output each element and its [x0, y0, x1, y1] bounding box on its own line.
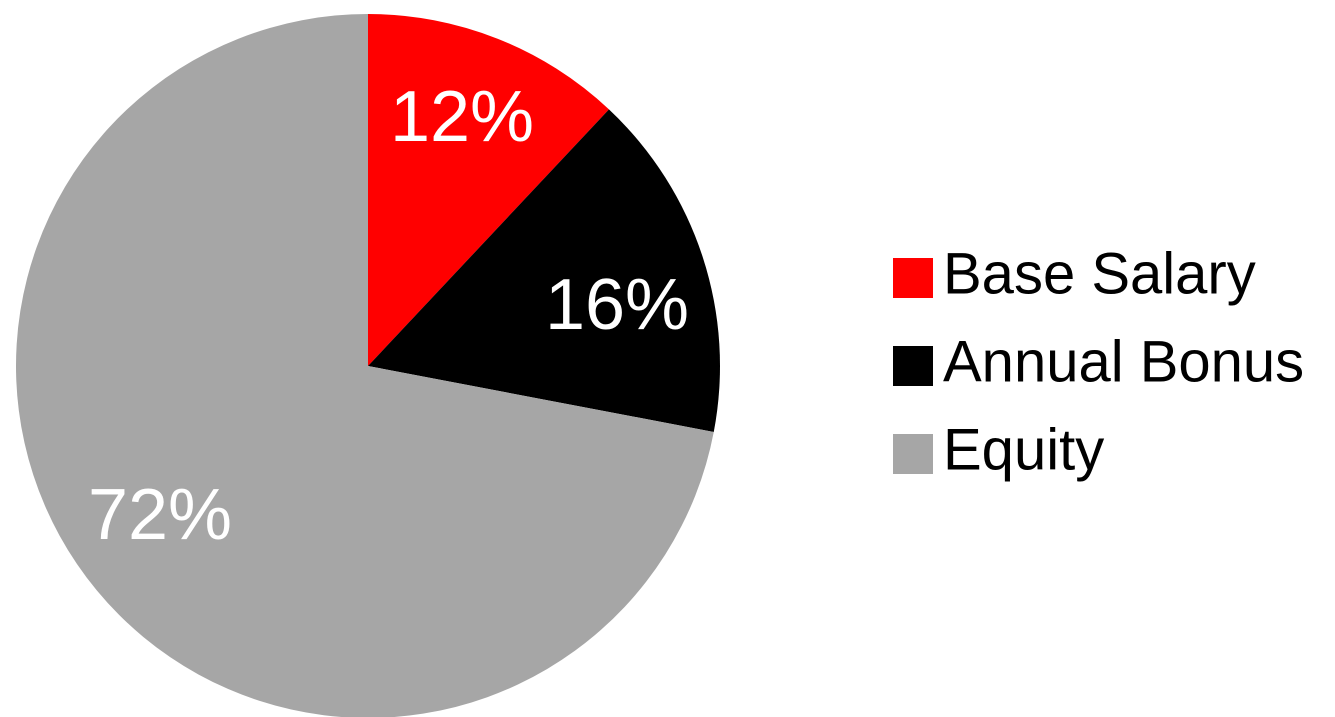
legend-swatch-base-salary — [893, 258, 933, 298]
legend-swatch-equity — [893, 434, 933, 474]
legend-label-equity: Equity — [943, 417, 1104, 482]
slice-label-equity: 72% — [88, 475, 232, 555]
legend-label-annual-bonus: Annual Bonus — [943, 329, 1304, 394]
legend-swatch-annual-bonus — [893, 346, 933, 386]
legend-label-base-salary: Base Salary — [943, 241, 1256, 306]
legend: Base Salary Annual Bonus Equity — [893, 241, 1304, 482]
legend-item-annual-bonus: Annual Bonus — [893, 329, 1304, 394]
pie-slices — [16, 14, 720, 717]
slice-label-base-salary: 12% — [390, 77, 534, 157]
legend-item-equity: Equity — [893, 417, 1104, 482]
legend-item-base-salary: Base Salary — [893, 241, 1256, 306]
slice-label-annual-bonus: 16% — [545, 265, 689, 345]
